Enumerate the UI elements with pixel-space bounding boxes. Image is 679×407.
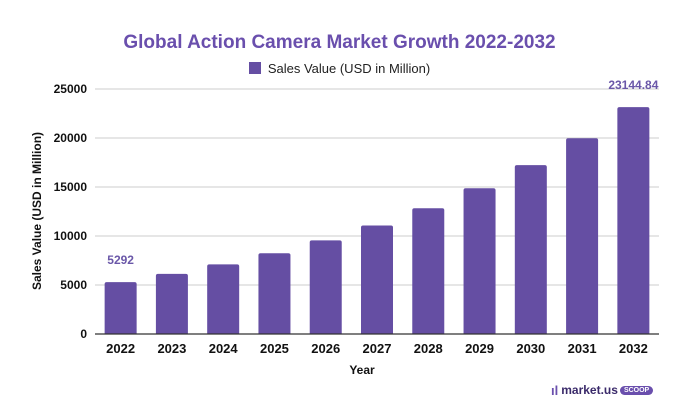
bar-2030	[514, 165, 547, 334]
chart-title: Global Action Camera Market Growth 2022-…	[123, 32, 556, 53]
market-us-logo: ıl market.us SCOOP	[551, 382, 654, 398]
data-label-2032: 23144.84	[608, 78, 658, 92]
legend-swatch	[248, 62, 261, 74]
x-tick-label: 2028	[414, 341, 443, 356]
x-tick-label: 2031	[568, 341, 597, 356]
y-tick-label: 5000	[60, 278, 87, 292]
legend: Sales Value (USD in Million)	[0, 61, 679, 76]
x-tick-label: 2025	[260, 341, 289, 356]
bar-2028	[412, 208, 445, 334]
x-tick-labels: 2022 2023 2024 2025 2026 2027 2028 2029 2030 2031…	[106, 341, 648, 356]
bar-2027	[361, 225, 393, 334]
bar-2032	[617, 107, 650, 334]
logo-icon: ıl	[551, 382, 559, 398]
bar-2024	[207, 264, 240, 334]
x-tick-label: 2029	[465, 341, 494, 356]
y-axis-title: Sales Value (USD in Million)	[30, 132, 44, 290]
data-labels: 5292 23144.84	[107, 78, 658, 267]
bar-2025	[258, 253, 291, 334]
x-tick-label: 2030	[516, 341, 545, 356]
x-tick-label: 2026	[311, 341, 340, 356]
y-tick-label: 15000	[54, 180, 88, 194]
y-tick-labels: 0 5000 10000 15000 20000 25000	[54, 82, 88, 341]
legend-label: Sales Value (USD in Million)	[267, 61, 431, 76]
y-tick-label: 0	[80, 327, 87, 341]
x-tick-label: 2022	[106, 341, 135, 356]
logo-name: market.us	[561, 383, 618, 397]
x-tick-label: 2032	[619, 341, 648, 356]
x-axis-title: Year	[349, 363, 375, 377]
bar-2026	[309, 240, 342, 334]
bar-2029	[463, 188, 496, 334]
bars	[104, 107, 650, 334]
x-tick-label: 2023	[157, 341, 186, 356]
y-tick-label: 25000	[54, 82, 88, 96]
bar-2022	[104, 282, 137, 334]
y-tick-label: 10000	[54, 229, 88, 243]
y-tick-label: 20000	[54, 131, 88, 145]
bar-2023	[155, 273, 188, 334]
x-tick-label: 2024	[209, 341, 239, 356]
x-tick-label: 2027	[363, 341, 392, 356]
bar-2031	[566, 138, 599, 334]
data-label-2022: 5292	[107, 253, 134, 267]
logo-badge: SCOOP	[619, 385, 654, 395]
